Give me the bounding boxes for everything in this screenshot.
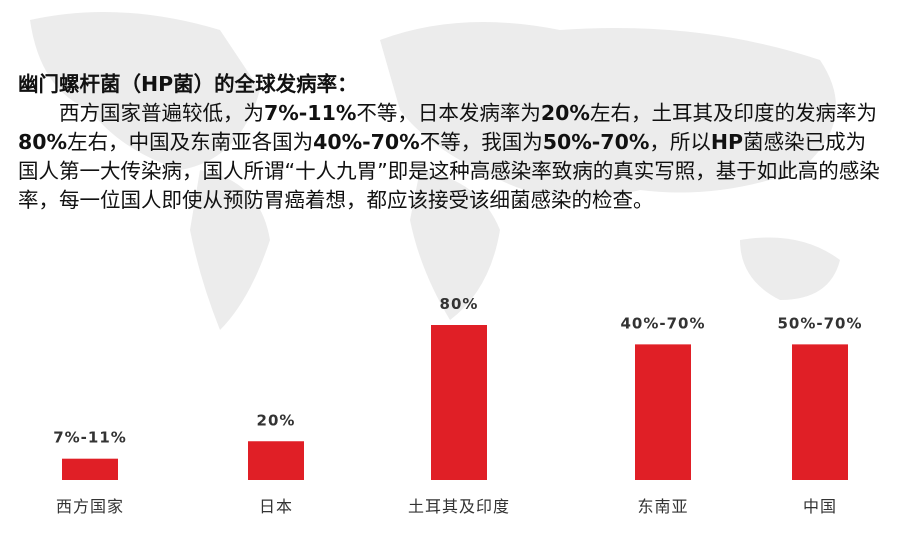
text-segment: ，所以 <box>649 130 711 154</box>
text-segment: 西方国家普遍较低，为 <box>59 101 264 125</box>
bar <box>248 441 304 480</box>
heading-text: 幽门螺杆菌（HP菌）的全球发病率： <box>18 72 358 96</box>
category-label: 中国 <box>803 497 837 516</box>
text-segment: 左右，中国及东南亚各国为 <box>67 130 314 154</box>
bold-text: 7%-11% <box>264 101 357 125</box>
value-label: 7%-11% <box>53 429 127 447</box>
category-label: 东南亚 <box>637 497 688 516</box>
bar <box>792 344 848 480</box>
value-label: 80% <box>440 295 479 313</box>
text-segment: 左右，土耳其及印度的发病率为 <box>589 101 877 125</box>
bold-text: 40%-70% <box>313 130 420 154</box>
bold-text: 50%-70% <box>542 130 650 154</box>
bold-text: 80% <box>18 130 68 154</box>
category-label: 西方国家 <box>56 497 124 516</box>
text-block: 幽门螺杆菌（HP菌）的全球发病率： 西方国家普遍较低，为7%-11%不等，日本发… <box>18 70 886 215</box>
text-segment: 菌感染已成为国人第一大传染病，国人所谓“十人九胃”即是这种高感染率致病的真实写照… <box>18 130 880 212</box>
value-label: 50%-70% <box>777 314 862 332</box>
bar <box>431 325 487 480</box>
text-segment: 不等，我国为 <box>419 130 543 154</box>
bar <box>635 344 691 480</box>
bold-text: 20% <box>540 101 590 125</box>
bar <box>62 458 118 480</box>
bold-text: HP <box>710 130 744 154</box>
category-label: 土耳其及印度 <box>408 497 510 516</box>
text-segment: 不等，日本发病率为 <box>356 101 541 125</box>
heading: 幽门螺杆菌（HP菌）的全球发病率： <box>18 70 886 99</box>
paragraph: 西方国家普遍较低，为7%-11%不等，日本发病率为20%左右，土耳其及印度的发病… <box>18 99 886 215</box>
value-label: 40%-70% <box>620 314 705 332</box>
category-label: 日本 <box>259 497 293 516</box>
value-label: 20% <box>257 411 296 429</box>
